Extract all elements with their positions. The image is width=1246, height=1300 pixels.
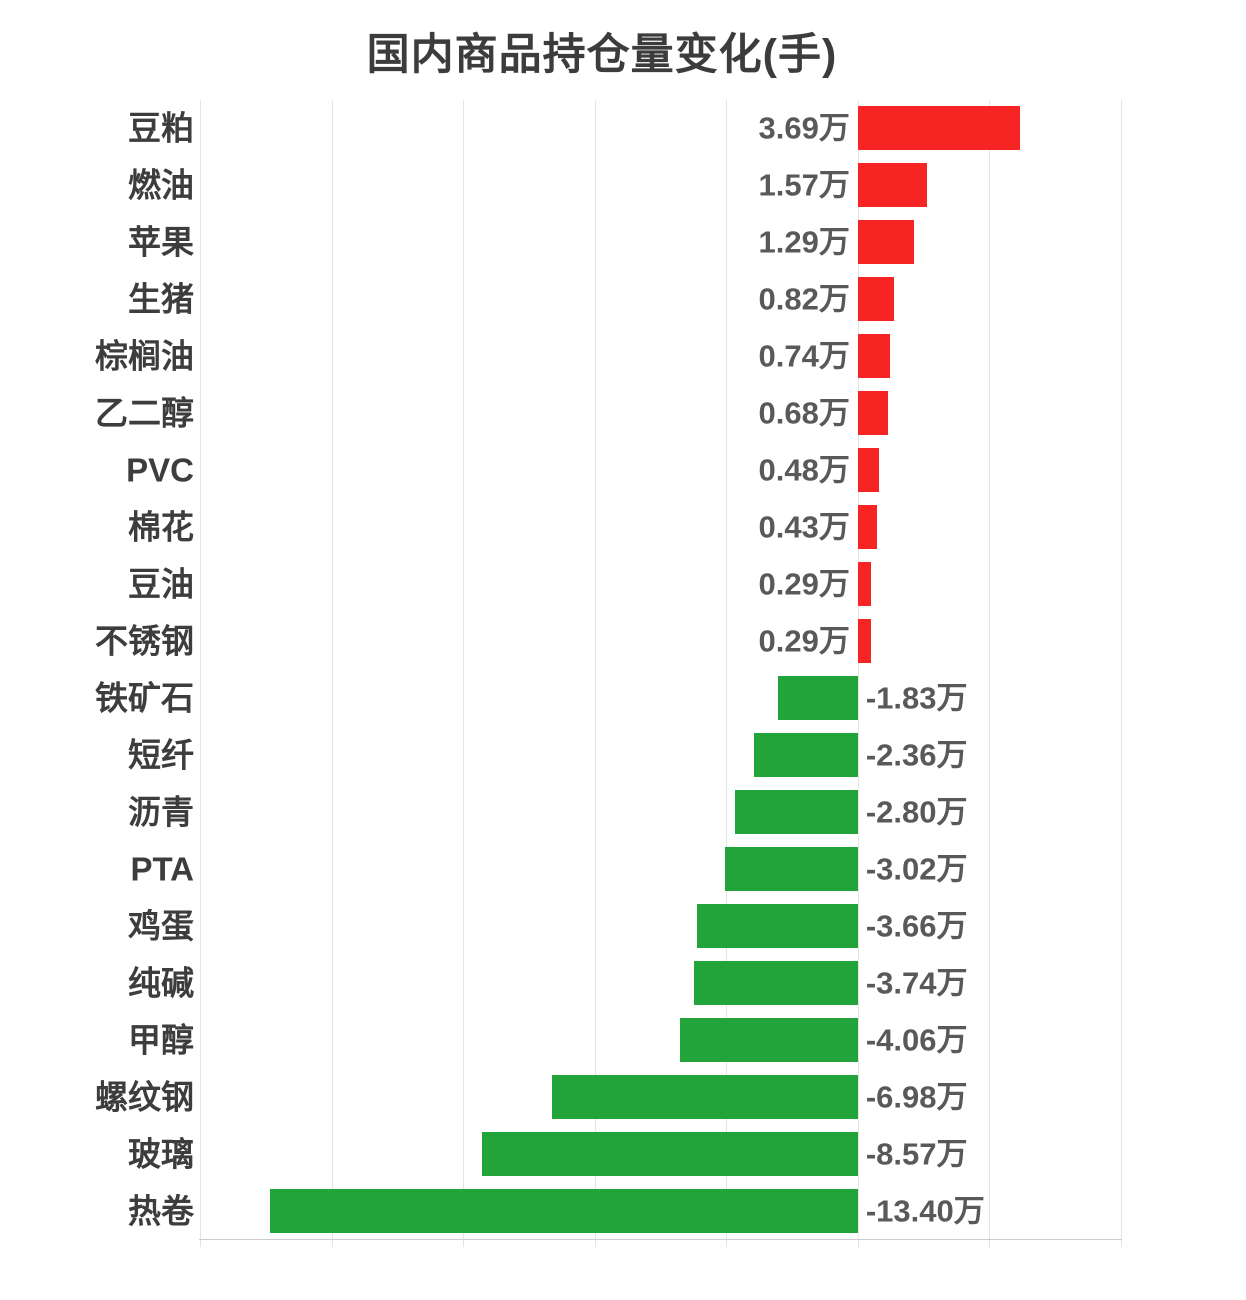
bar-value-label: -2.80万 bbox=[865, 794, 968, 830]
bar bbox=[270, 1188, 858, 1233]
category-label: 不锈钢 bbox=[95, 622, 194, 660]
category-label: 棕榈油 bbox=[95, 337, 194, 375]
bar-value-label: 0.29万 bbox=[758, 623, 850, 659]
gridline bbox=[331, 100, 333, 1247]
bar bbox=[857, 163, 927, 208]
bar-value-label: -2.36万 bbox=[865, 737, 968, 773]
plot-area: 豆粕 3.69万燃油 1.57万苹果 1.29万生猪 0.82万棕榈油 0.74万乙二醇 0… bbox=[95, 100, 1122, 1247]
bar bbox=[551, 1074, 858, 1119]
bar bbox=[857, 448, 879, 493]
gridline bbox=[989, 100, 991, 1247]
category-label: 乙二醇 bbox=[95, 394, 194, 432]
category-label: PTA bbox=[130, 850, 194, 888]
category-label: 甲醇 bbox=[128, 1021, 194, 1059]
x-axis-line bbox=[199, 1239, 1122, 1240]
category-label: 玻璃 bbox=[128, 1135, 194, 1173]
bar-value-label: -4.06万 bbox=[865, 1022, 968, 1058]
bar-value-label: -3.66万 bbox=[865, 908, 968, 944]
category-label: 螺纹钢 bbox=[95, 1078, 194, 1116]
bar-value-label: -3.02万 bbox=[865, 851, 968, 887]
category-label: 苹果 bbox=[128, 223, 194, 261]
category-label: 燃油 bbox=[128, 166, 194, 204]
category-label: 豆油 bbox=[128, 565, 194, 603]
bar bbox=[857, 562, 871, 607]
category-label: 纯碱 bbox=[128, 964, 194, 1002]
chart-title: 国内商品持仓量变化(手) bbox=[366, 31, 838, 79]
category-label: 热卷 bbox=[128, 1192, 194, 1230]
gridline bbox=[726, 100, 728, 1247]
bar-value-label: 1.57万 bbox=[758, 167, 850, 203]
category-label: 沥青 bbox=[128, 793, 194, 831]
bar bbox=[725, 846, 858, 891]
bar-value-label: 1.29万 bbox=[758, 224, 850, 260]
bar bbox=[857, 619, 871, 664]
bar bbox=[697, 903, 858, 948]
bar-value-label: 0.29万 bbox=[758, 566, 850, 602]
category-label: PVC bbox=[126, 451, 194, 489]
category-label: 铁矿石 bbox=[95, 679, 194, 717]
category-label: 棉花 bbox=[128, 508, 194, 546]
bar bbox=[857, 505, 877, 550]
bar-value-label: 0.43万 bbox=[758, 509, 850, 545]
bar bbox=[735, 789, 858, 834]
bar bbox=[679, 1017, 858, 1062]
bar bbox=[857, 106, 1020, 151]
bar bbox=[857, 277, 894, 322]
bar-value-label: -8.57万 bbox=[865, 1136, 968, 1172]
bar bbox=[693, 960, 858, 1005]
bar bbox=[857, 391, 888, 436]
category-label: 短纤 bbox=[128, 736, 194, 774]
gridline bbox=[594, 100, 596, 1247]
bar-value-label: 0.68万 bbox=[758, 395, 850, 431]
bar-value-label: 0.74万 bbox=[758, 338, 850, 374]
bar bbox=[777, 675, 858, 720]
gridline bbox=[1121, 100, 1122, 1247]
bar-value-label: -1.83万 bbox=[865, 680, 968, 716]
bar bbox=[857, 220, 915, 265]
category-label: 鸡蛋 bbox=[128, 907, 194, 945]
bar-value-label: -13.40万 bbox=[865, 1193, 985, 1229]
bar-value-label: -3.74万 bbox=[865, 965, 968, 1001]
category-label: 豆粕 bbox=[128, 109, 194, 147]
bar-value-label: -6.98万 bbox=[865, 1079, 968, 1115]
gridline bbox=[463, 100, 465, 1247]
gridline bbox=[200, 100, 201, 1247]
bar-value-label: 0.82万 bbox=[758, 281, 850, 317]
bar-value-label: 3.69万 bbox=[758, 110, 850, 146]
bar-value-label: 0.48万 bbox=[758, 452, 850, 488]
bar bbox=[754, 732, 858, 777]
bar bbox=[482, 1131, 858, 1176]
category-label: 生猪 bbox=[128, 280, 194, 318]
gridline bbox=[857, 100, 859, 1247]
bar bbox=[857, 334, 891, 379]
